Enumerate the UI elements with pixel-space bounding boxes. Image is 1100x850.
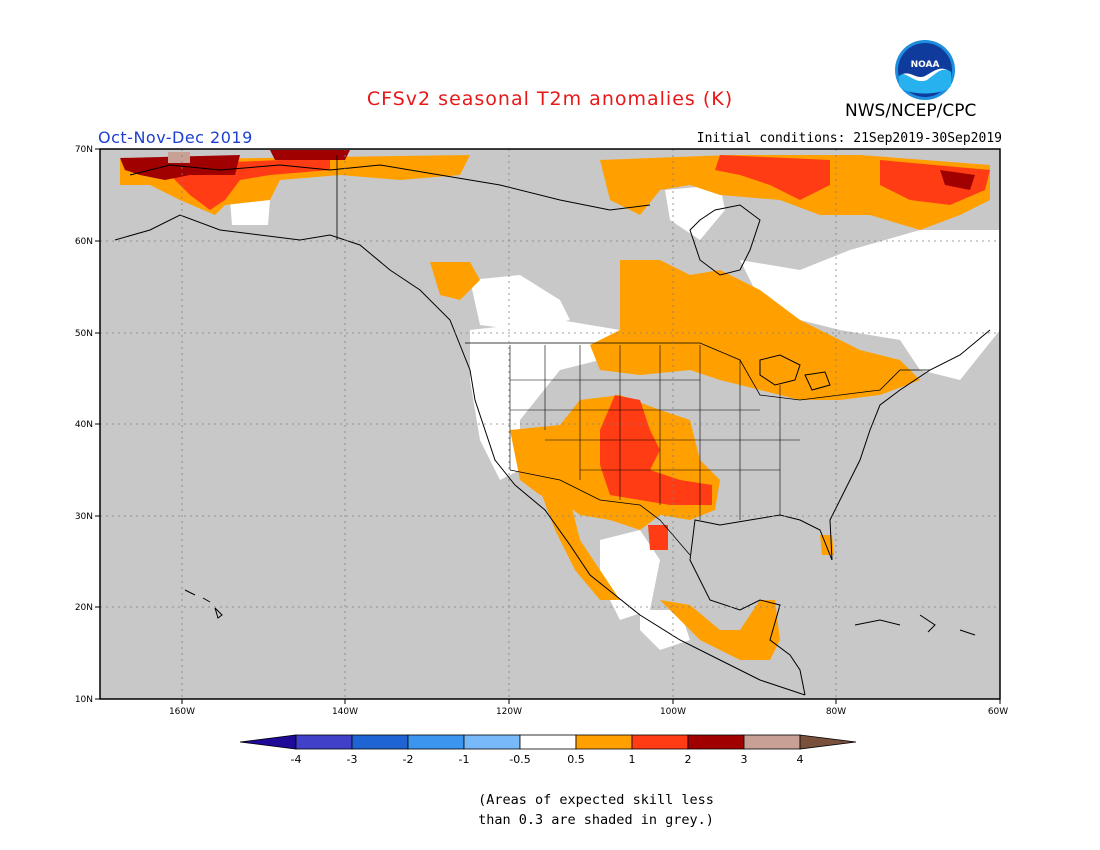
hudson-bay	[689, 204, 761, 276]
lon-label-160w: 160W	[169, 707, 195, 717]
warm-bc-interior	[430, 262, 480, 300]
lat-label-60n: 60N	[75, 237, 93, 247]
near-normal-central-america	[640, 610, 690, 650]
caribbean	[854, 614, 976, 636]
lat-label-10n: 10N	[75, 695, 93, 705]
warm-prairies	[590, 260, 920, 400]
near-normal-bc	[470, 275, 570, 330]
hot-labrador	[880, 160, 990, 205]
lon-label-120w: 120W	[496, 707, 522, 717]
noaa-logo-icon: NOAA	[895, 40, 955, 100]
hot-southern-rockies	[600, 395, 712, 505]
lat-label-30n: 30N	[75, 512, 93, 522]
graticule	[100, 149, 1000, 699]
hot-texas-spot	[648, 525, 668, 550]
near-normal-quebec	[740, 230, 1000, 380]
political-borders	[336, 155, 930, 556]
noaa-logo-text: NOAA	[911, 60, 940, 70]
near-normal-western-us	[470, 320, 620, 480]
warm-mexico-west	[540, 490, 620, 600]
warm-mexico-south	[660, 600, 780, 660]
lat-label-50n: 50N	[75, 329, 93, 339]
west-coast	[114, 214, 806, 696]
lat-labels: 70N 60N 50N 40N 30N 20N 10N	[75, 145, 93, 705]
season-label: Oct-Nov-Dec 2019	[98, 128, 253, 147]
lon-label-140w: 140W	[332, 707, 358, 717]
us-mexico-border	[509, 469, 691, 556]
lat-label-40n: 40N	[75, 420, 93, 430]
very-hot-alaska	[120, 155, 240, 180]
near-normal-alaska-north	[230, 200, 270, 225]
state-lines	[509, 345, 800, 520]
lon-label-60w: 60W	[988, 707, 1008, 717]
very-hot-arctic-coast	[270, 150, 350, 160]
very-hot-labrador	[940, 170, 975, 190]
us-canada-border	[465, 342, 930, 401]
chart-title: CFSv2 seasonal T2m anomalies (K)	[366, 88, 734, 110]
skill-note-line1: (Areas of expected skill less	[478, 792, 714, 808]
agency-label: NWS/NCEP/CPC	[845, 101, 977, 121]
lat-label-20n: 20N	[75, 603, 93, 613]
lon-label-80w: 80W	[826, 707, 846, 717]
hawaii	[184, 589, 223, 619]
hot-canada-northeast	[715, 155, 830, 200]
near-normal-hudson	[665, 185, 725, 240]
skill-note-line2: than 0.3 are shaded in grey.)	[478, 812, 714, 828]
extreme-hot-alaska	[168, 152, 190, 163]
arctic-coast	[129, 164, 651, 211]
axis-ticks	[95, 148, 1001, 704]
lon-label-100w: 100W	[660, 707, 686, 717]
great-lakes	[759, 354, 831, 391]
initial-conditions: Initial conditions: 21Sep2019-30Sep2019	[696, 131, 1002, 146]
lat-label-70n: 70N	[75, 145, 93, 155]
lon-labels: 160W 140W 120W 100W 80W 60W	[169, 707, 1008, 717]
